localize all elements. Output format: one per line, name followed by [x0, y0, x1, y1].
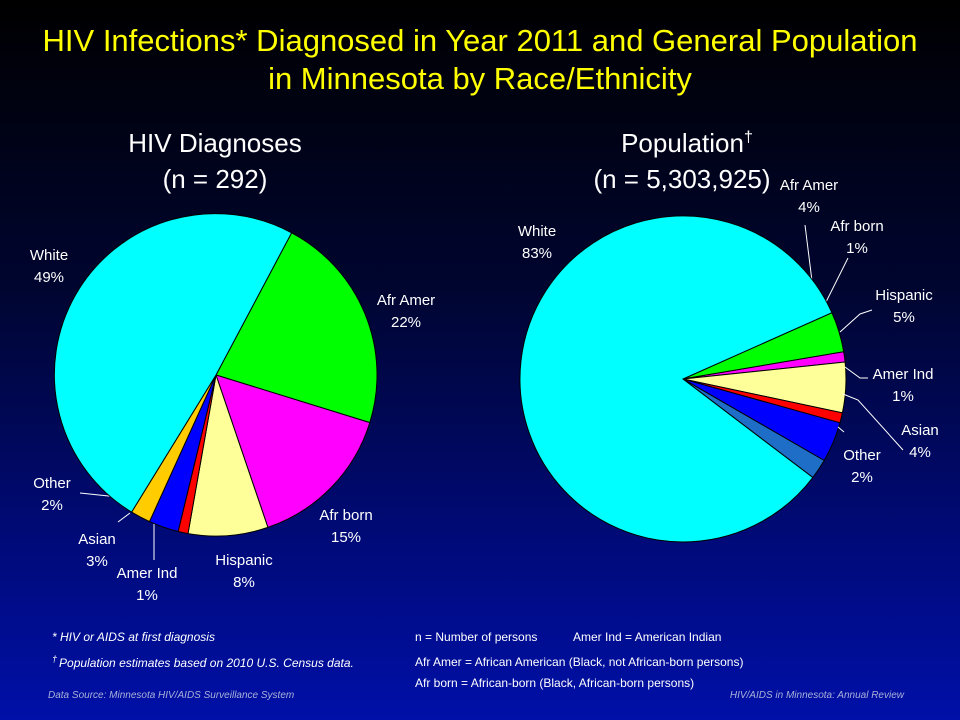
pie-chart-population: Afr Amer 4% Afr born 1% Hispanic 5% Amer Ind 1%…	[518, 177, 939, 543]
dagger-mark: †	[52, 654, 58, 664]
slice-value-amer-ind: 1%	[136, 587, 158, 604]
slice-label-asian: Asian	[78, 531, 116, 548]
slice-value-afr-amer: 4%	[798, 199, 820, 216]
pie-slice-afr-amer	[215, 232, 378, 424]
data-source: Data Source: Minnesota HIV/AIDS Surveill…	[48, 690, 295, 701]
chart-2-title: Population†	[621, 128, 753, 158]
slice-value-afr-born: 1%	[846, 240, 868, 257]
slice-label-hispanic: Hispanic	[875, 287, 933, 304]
slice-label-asian: Asian	[901, 422, 939, 439]
leader-line-afr-born	[825, 257, 849, 303]
definition-afr-amer: Afr Amer = African American (Black, not …	[415, 655, 744, 669]
pie-chart-hiv-diagnoses: Afr Amer 22% Afr born 15% Hispanic 8% Amer Ind…	[30, 213, 435, 604]
definition-n: n = Number of persons	[415, 630, 538, 644]
slice-value-other: 2%	[851, 469, 873, 486]
pie-slice-afr-born	[215, 374, 371, 529]
slice-label-other: Other	[33, 475, 71, 492]
title-line-1: HIV Infections* Diagnosed in Year 2011 a…	[42, 23, 918, 58]
footnote-hiv: * HIV or AIDS at first diagnosis	[52, 630, 215, 644]
leader-line-amer-ind	[844, 366, 868, 379]
slice-label-white: White	[30, 247, 68, 264]
slice-value-afr-born: 15%	[331, 529, 361, 546]
leader-line-asian	[842, 393, 904, 451]
slice-value-asian: 4%	[909, 444, 931, 461]
slice-label-afr-born: Afr born	[830, 218, 883, 235]
chart-2-title-mark: †	[744, 129, 753, 146]
slice-label-amer-ind: Amer Ind	[873, 366, 934, 383]
slice-value-hispanic: 5%	[893, 309, 915, 326]
slice-label-afr-born: Afr born	[319, 507, 372, 524]
footnote-population: † Population estimates based on 2010 U.S.…	[52, 652, 394, 671]
leader-line-hispanic	[839, 309, 873, 333]
slice-label-afr-amer: Afr Amer	[780, 177, 838, 194]
slice-label-hispanic: Hispanic	[215, 552, 273, 569]
slice-value-amer-ind: 1%	[892, 388, 914, 405]
slice-value-asian: 3%	[86, 553, 108, 570]
leader-line-asian	[117, 512, 131, 523]
slice-value-white: 49%	[34, 269, 64, 286]
chart-1-subtitle: (n = 292)	[163, 164, 268, 194]
chart-2-subtitle: (n = 5,303,925)	[593, 164, 770, 194]
report-name: HIV/AIDS in Minnesota: Annual Review	[729, 690, 904, 701]
slice-value-afr-amer: 22%	[391, 314, 421, 331]
chart-2-title-text: Population	[621, 128, 744, 158]
slice-value-hispanic: 8%	[233, 574, 255, 591]
chart-1-title: HIV Diagnoses	[128, 128, 301, 158]
pie-slice-white	[519, 215, 833, 543]
definition-afr-born: Afr born = African-born (Black, African-…	[415, 676, 695, 690]
slice-label-amer-ind: Amer Ind	[117, 565, 178, 582]
slice-label-white: White	[518, 223, 556, 240]
pie-slice-white	[53, 213, 293, 513]
slice-label-afr-amer: Afr Amer	[377, 292, 435, 309]
leader-line-other	[837, 426, 845, 433]
page-title: HIV Infections* Diagnosed in Year 2011 a…	[0, 22, 960, 98]
title-line-2: in Minnesota by Race/Ethnicity	[268, 61, 692, 96]
slice-label-other: Other	[843, 447, 881, 464]
slice-value-other: 2%	[41, 497, 63, 514]
slice-value-white: 83%	[522, 245, 552, 262]
definition-amer-ind: Amer Ind = American Indian	[573, 630, 722, 644]
footnote-population-text: Population estimates based on 2010 U.S. …	[59, 656, 354, 670]
